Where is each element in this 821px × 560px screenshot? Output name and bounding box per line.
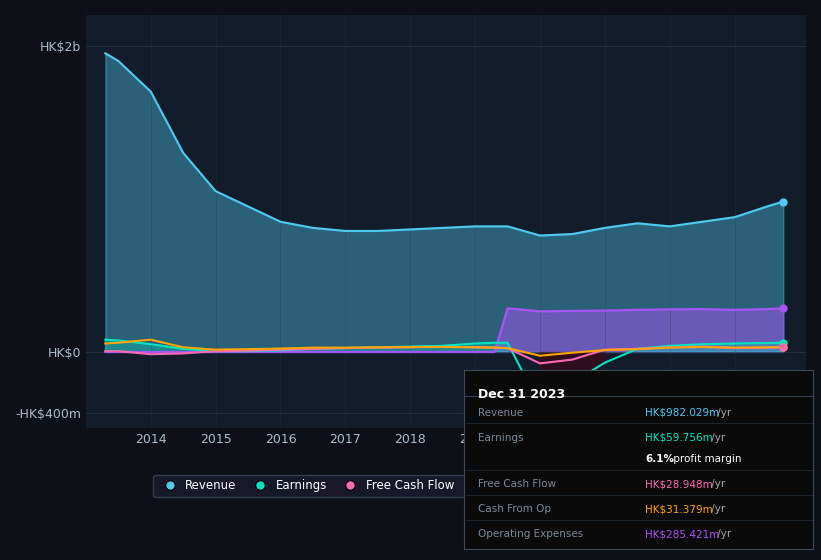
Text: HK$285.421m: HK$285.421m	[645, 529, 720, 539]
Text: Operating Expenses: Operating Expenses	[478, 529, 583, 539]
Legend: Revenue, Earnings, Free Cash Flow, Cash From Op, Operating Expenses: Revenue, Earnings, Free Cash Flow, Cash …	[154, 474, 739, 497]
Text: Earnings: Earnings	[478, 433, 523, 443]
Text: /yr: /yr	[708, 433, 726, 443]
Text: profit margin: profit margin	[671, 454, 742, 464]
Text: /yr: /yr	[708, 479, 726, 489]
Text: /yr: /yr	[714, 408, 732, 418]
Text: Dec 31 2023: Dec 31 2023	[478, 388, 565, 400]
Text: /yr: /yr	[714, 529, 732, 539]
Text: /yr: /yr	[708, 505, 726, 515]
Text: Revenue: Revenue	[478, 408, 523, 418]
Text: Free Cash Flow: Free Cash Flow	[478, 479, 556, 489]
Text: HK$28.948m: HK$28.948m	[645, 479, 713, 489]
Text: HK$982.029m: HK$982.029m	[645, 408, 719, 418]
Text: Cash From Op: Cash From Op	[478, 505, 551, 515]
Text: 6.1%: 6.1%	[645, 454, 674, 464]
Text: HK$31.379m: HK$31.379m	[645, 505, 713, 515]
Text: HK$59.756m: HK$59.756m	[645, 433, 713, 443]
